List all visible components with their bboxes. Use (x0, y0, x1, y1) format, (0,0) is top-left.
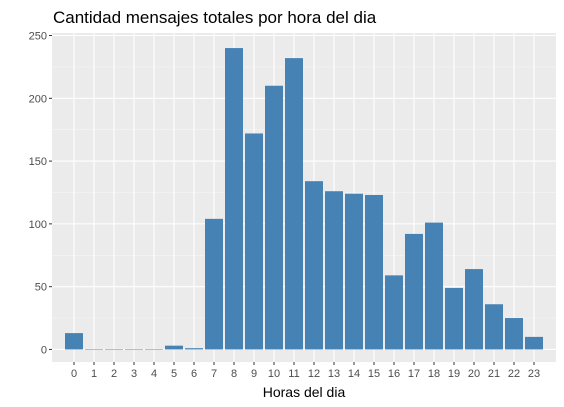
bar-hour-6 (185, 348, 203, 350)
bar-hour-8 (225, 48, 243, 350)
x-tick-label: 11 (288, 368, 299, 380)
bars (65, 48, 543, 350)
x-tick-label: 6 (191, 368, 197, 380)
bar-hour-2 (105, 349, 123, 350)
x-tick-label: 0 (71, 368, 77, 380)
bar-hour-21 (485, 304, 503, 350)
x-tick-label: 12 (308, 368, 320, 380)
x-tick-label: 15 (368, 368, 380, 380)
x-tick-label: 17 (408, 368, 420, 380)
bar-hour-14 (345, 193, 363, 350)
y-tick-label: 150 (29, 156, 47, 168)
x-axis-title: Horas del dia (263, 384, 346, 400)
x-tick-label: 4 (151, 368, 157, 380)
y-tick-label: 0 (41, 344, 47, 356)
bar-hour-3 (125, 349, 143, 350)
x-tick-label: 16 (388, 368, 400, 380)
chart-title: Cantidad mensajes totales por hora del d… (53, 8, 377, 27)
x-tick-label: 19 (448, 368, 460, 380)
x-tick-label: 9 (251, 368, 257, 380)
x-tick-label: 2 (111, 368, 117, 380)
y-tick-label: 100 (29, 219, 47, 231)
x-tick-label: 13 (328, 368, 340, 380)
x-tick-label: 21 (488, 368, 500, 380)
bar-hour-5 (165, 345, 183, 350)
bar-hour-0 (65, 333, 83, 350)
y-axis: 0 50 100 150 200 250 (29, 31, 52, 356)
x-tick-label: 7 (211, 368, 217, 380)
bar-hour-4 (145, 349, 163, 350)
bar-hour-22 (505, 318, 523, 350)
bar-hour-11 (285, 58, 303, 350)
bar-hour-18 (425, 222, 443, 350)
x-axis: 0 1 2 3 4 5 6 7 8 9 10 11 12 13 14 15 16 17 18 19 20 21 22 23 (71, 362, 540, 380)
y-tick-label: 250 (29, 31, 47, 43)
bar-hour-16 (385, 275, 403, 350)
bar-hour-7 (205, 218, 223, 350)
bar-hour-20 (465, 269, 483, 350)
bar-hour-23 (525, 336, 543, 350)
bar-hour-17 (405, 233, 423, 350)
x-tick-label: 3 (131, 368, 137, 380)
y-tick-label: 200 (29, 93, 47, 105)
bar-hour-10 (265, 85, 283, 350)
x-tick-label: 1 (91, 368, 97, 380)
bar-hour-12 (305, 181, 323, 350)
bar-hour-13 (325, 191, 343, 350)
bar-hour-9 (245, 133, 263, 350)
x-tick-label: 18 (428, 368, 440, 380)
bar-hour-15 (365, 194, 383, 350)
y-tick-label: 50 (35, 282, 47, 294)
bar-hour-1 (85, 349, 103, 350)
x-tick-label: 20 (468, 368, 480, 380)
x-tick-label: 8 (231, 368, 237, 380)
x-tick-label: 22 (508, 368, 520, 380)
x-tick-label: 14 (348, 368, 360, 380)
bar-hour-19 (445, 287, 463, 350)
x-tick-label: 5 (171, 368, 177, 380)
x-tick-label: 10 (268, 368, 280, 380)
x-tick-label: 23 (528, 368, 540, 380)
